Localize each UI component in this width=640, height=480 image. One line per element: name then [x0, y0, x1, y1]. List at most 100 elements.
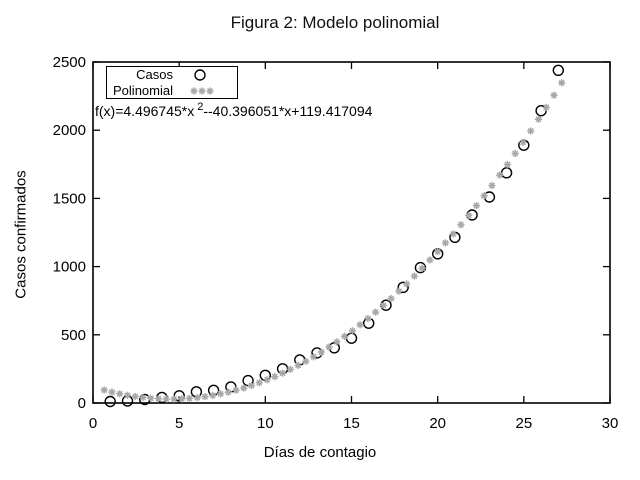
asterisk-stroke: [465, 212, 472, 219]
fit-point-asterisk: [503, 160, 512, 169]
fit-point-asterisk: [162, 395, 170, 403]
fit-point-asterisk: [395, 287, 403, 296]
x-tick-label: 5: [175, 415, 183, 432]
fit-point-asterisk: [534, 115, 543, 124]
asterisk-stroke: [124, 392, 131, 399]
asterisk-stroke: [155, 395, 162, 402]
legend-item-casos: Casos: [107, 67, 237, 82]
asterisk-stroke: [388, 295, 394, 302]
fit-point-asterisk: [348, 326, 357, 335]
fit-point-asterisk: [480, 191, 488, 200]
fit-point-asterisk: [356, 321, 364, 329]
y-tick-label: 1500: [53, 190, 86, 207]
asterisk-stroke: [248, 382, 255, 389]
legend-label-polinomial: Polinomial: [113, 82, 173, 98]
y-tick-label: 1000: [53, 259, 86, 276]
y-tick-label: 0: [78, 395, 86, 412]
asterisk-stroke: [527, 128, 534, 134]
fit-point-asterisk: [464, 211, 473, 220]
fit-point-asterisk: [286, 365, 295, 374]
asterisk-stroke: [543, 104, 550, 111]
fit-point-asterisk: [441, 239, 450, 247]
asterisk-stroke: [496, 172, 503, 178]
asterisk-stroke: [334, 339, 340, 345]
asterisk-stroke: [558, 79, 565, 86]
y-tick-label: 2500: [53, 54, 86, 71]
fit-point-asterisk: [557, 79, 566, 87]
chart-title: Figura 2: Modelo polinomial: [230, 13, 440, 32]
data-point-circle: [397, 281, 409, 293]
asterisk-stroke: [209, 392, 216, 399]
fit-point-asterisk: [139, 393, 147, 402]
fit-equation-after: --40.396051*x+119.417094: [203, 103, 373, 119]
asterisk-stroke: [365, 315, 371, 322]
asterisk-stroke: [341, 333, 348, 340]
asterisk-stroke: [504, 161, 511, 168]
fit-point-asterisk: [340, 332, 349, 341]
asterisk-stroke: [520, 139, 526, 146]
fit-point-asterisk: [146, 394, 155, 403]
asterisk-stroke: [310, 353, 317, 360]
asterisk-stroke: [512, 150, 519, 157]
fit-point-asterisk: [495, 171, 504, 179]
asterisk-stroke: [233, 387, 239, 394]
x-tick-label: 25: [515, 415, 532, 432]
fit-point-asterisk: [371, 308, 380, 316]
asterisk-stroke: [489, 182, 495, 189]
fit-point-asterisk: [108, 388, 116, 396]
legend-label-casos: Casos: [136, 67, 173, 83]
asterisk-stroke: [256, 379, 263, 386]
asterisk-stroke: [481, 192, 488, 199]
data-point-circle: [518, 139, 530, 151]
fit-point-asterisk: [178, 395, 186, 403]
fit-point-asterisk: [247, 381, 256, 390]
fit-point-asterisk: [255, 379, 264, 387]
fit-point-asterisk: [115, 390, 124, 398]
asterisk-stroke: [302, 358, 309, 365]
asterisk-stroke: [427, 257, 433, 263]
asterisk-stroke: [380, 302, 387, 309]
fit-point-asterisk: [526, 127, 535, 135]
legend-box: Casos Polinomial: [106, 66, 238, 99]
asterisk-stroke: [396, 288, 402, 295]
fit-point-asterisk: [317, 348, 326, 356]
fit-point-asterisk: [519, 138, 527, 147]
asterisk-stroke: [458, 221, 464, 228]
asterisk-stroke: [473, 202, 480, 209]
fit-equation: f(x)=4.496745*x 2--40.396051*x+119.417094: [95, 101, 372, 119]
fit-point-asterisk: [433, 247, 442, 256]
asterisk-stroke: [147, 395, 154, 402]
asterisk-markers-icon: [173, 83, 237, 98]
asterisk-stroke: [535, 116, 542, 123]
asterisk-stroke: [349, 327, 356, 334]
asterisk-stroke: [264, 376, 270, 383]
fit-point-asterisk: [511, 149, 519, 158]
x-tick-label: 30: [602, 415, 619, 432]
asterisk-stroke: [411, 273, 418, 279]
asterisk-stroke: [442, 240, 449, 246]
asterisk-stroke: [434, 248, 441, 255]
fit-point-asterisk: [198, 86, 206, 95]
fit-point-asterisk: [309, 352, 318, 361]
asterisk-stroke: [372, 309, 379, 315]
fit-point-asterisk: [193, 393, 202, 402]
asterisk-stroke: [217, 391, 224, 397]
asterisk-stroke: [450, 231, 457, 237]
fit-point-asterisk: [472, 201, 481, 210]
y-tick-label: 500: [61, 327, 86, 344]
asterisk-stroke: [551, 92, 557, 99]
fit-point-asterisk: [263, 376, 271, 384]
asterisk-stroke: [207, 87, 213, 94]
fit-point-asterisk: [418, 264, 426, 272]
y-axis-label: Casos confirmados: [12, 170, 30, 299]
fit-point-asterisk: [240, 384, 248, 392]
fit-point-asterisk: [488, 181, 496, 190]
asterisk-stroke: [326, 344, 332, 350]
fit-point-asterisk: [209, 391, 217, 400]
asterisk-stroke: [287, 366, 294, 373]
fit-point-asterisk: [271, 372, 279, 381]
asterisk-stroke: [171, 396, 177, 402]
fit-point-asterisk: [333, 338, 341, 346]
